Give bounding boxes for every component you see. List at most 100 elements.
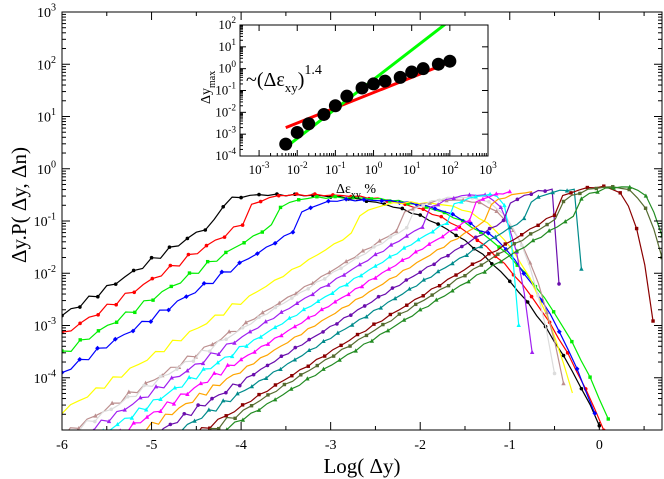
series-point-s13: [192, 418, 197, 423]
inset-y-axis-label: Δymax: [199, 71, 218, 104]
series-point-s10: [198, 380, 204, 386]
series-point-s7: [240, 325, 245, 330]
inset-x-tick-label-exponent: 3: [492, 161, 497, 171]
series-point-s13: [564, 188, 570, 193]
series-point-s16: [369, 338, 375, 343]
main-y-tick-label-base: 10: [34, 372, 48, 387]
inset-x-tick-label: 10-2: [287, 161, 308, 177]
inset-y-tick-label: 100: [218, 60, 236, 76]
series-point-s15: [594, 186, 599, 191]
series-point-s9: [272, 324, 278, 330]
series-point-s6: [343, 258, 349, 264]
series-point-s13: [206, 407, 212, 412]
series-point-s8: [357, 262, 362, 267]
series-line-s13: [181, 188, 582, 430]
series-point-s10: [453, 226, 459, 231]
series-point-s9: [444, 220, 450, 226]
series-point-s14: [290, 374, 294, 378]
series-line-s15: [208, 186, 662, 430]
series-point-s9: [473, 194, 478, 199]
inset-x-tick-label-base: 10: [441, 162, 454, 177]
series-point-s9: [344, 282, 349, 287]
series-point-s15: [611, 184, 615, 189]
inset-fit-annotation: ~(Δεxy)1.4: [246, 63, 322, 95]
series-point-s14: [618, 191, 622, 195]
main-y-tick-label-base: 10: [34, 267, 48, 282]
series-point-s10: [144, 414, 150, 419]
series-point-s8: [185, 368, 190, 373]
series-point-s16: [225, 427, 229, 430]
main-y-tick-label-exponent: 3: [51, 3, 56, 14]
inset-x-tick-label-base: 10: [479, 162, 492, 177]
series-point-s8: [451, 195, 456, 201]
inset-x-label-suffix: %: [361, 182, 377, 197]
series-point-s8: [310, 291, 315, 297]
series-point-s2: [186, 252, 191, 257]
series-point-s16: [611, 185, 616, 190]
series-point-s2: [78, 321, 82, 326]
inset-x-tick-label: 100: [365, 161, 383, 177]
series-point-s9: [115, 421, 120, 427]
series-point-s1: [507, 279, 512, 284]
inset-y-label-sub: max: [207, 71, 218, 88]
main-y-tick-label-base: 10: [37, 111, 51, 126]
series-point-s6: [226, 329, 232, 334]
series-point-s4: [112, 336, 118, 342]
series-point-s8: [373, 251, 378, 257]
series-point-s3: [515, 263, 519, 267]
series-point-s4: [326, 198, 331, 204]
series-point-s14: [388, 312, 393, 317]
main-y-axis-label: Δy.P( Δy, Δn): [7, 147, 31, 263]
main-y-tick-label: 10-3: [34, 316, 56, 334]
inset-y-tick-label-base: 10: [215, 83, 228, 98]
series-point-s12: [224, 390, 228, 395]
series-point-s13: [235, 391, 240, 396]
series-point-s6: [377, 238, 382, 243]
series-point-s13: [464, 252, 469, 258]
series-point-s12: [390, 286, 395, 290]
series-point-s13: [364, 314, 369, 319]
series-point-s10: [105, 438, 109, 442]
series-point-s6: [210, 342, 215, 347]
series-point-s12: [155, 434, 159, 438]
inset-y-tick-label-exponent: -1: [228, 82, 236, 92]
series-point-s15: [381, 322, 385, 327]
inset-chart: 10-3 10-2 10-1 100 101 102 10310-410-310-210-1…: [199, 16, 497, 201]
series-point-s7: [93, 419, 97, 424]
series-point-s9: [129, 415, 135, 420]
series-point-s10: [386, 266, 392, 271]
main-axes: -6 -5 -4 -3 -2 -1 010-410-310-210-110010110210…: [34, 3, 662, 453]
series-point-s14: [520, 233, 524, 237]
main-x-tick-label: -4: [235, 438, 247, 453]
inset-x-tick-label: 101: [403, 161, 421, 177]
main-y-tick-label-exponent: -2: [48, 264, 56, 275]
inset-x-label-sub: xy: [351, 190, 361, 201]
series-point-s3: [588, 375, 592, 379]
main-y-tick-label-exponent: -4: [48, 368, 56, 379]
series-point-s1: [257, 192, 261, 197]
series-point-s14: [536, 223, 540, 228]
main-y-tick-label-base: 10: [37, 6, 51, 21]
series-point-s3: [205, 259, 210, 264]
series-point-s3: [406, 201, 410, 206]
series-point-s12: [515, 197, 520, 202]
series-point-s12: [557, 282, 561, 286]
series-point-s13: [335, 330, 341, 335]
series-point-s8: [232, 340, 237, 345]
series-point-s7: [404, 225, 409, 230]
series-point-s4: [379, 198, 385, 204]
inset-y-tick-label-base: 10: [218, 61, 231, 76]
series-point-s14: [339, 343, 343, 348]
inset-x-label-main: Δε: [336, 182, 351, 197]
series-point-s4: [254, 251, 260, 257]
main-series-group: [62, 184, 662, 442]
series-point-s8: [388, 242, 394, 247]
inset-data-point: [367, 77, 381, 91]
series-point-s3: [242, 241, 246, 245]
series-point-s10: [400, 257, 405, 262]
series-point-s12: [293, 345, 298, 350]
series-point-s10: [332, 299, 338, 304]
series-point-s6: [360, 248, 366, 253]
series-point-s6: [427, 200, 432, 205]
series-point-s10: [131, 420, 136, 425]
